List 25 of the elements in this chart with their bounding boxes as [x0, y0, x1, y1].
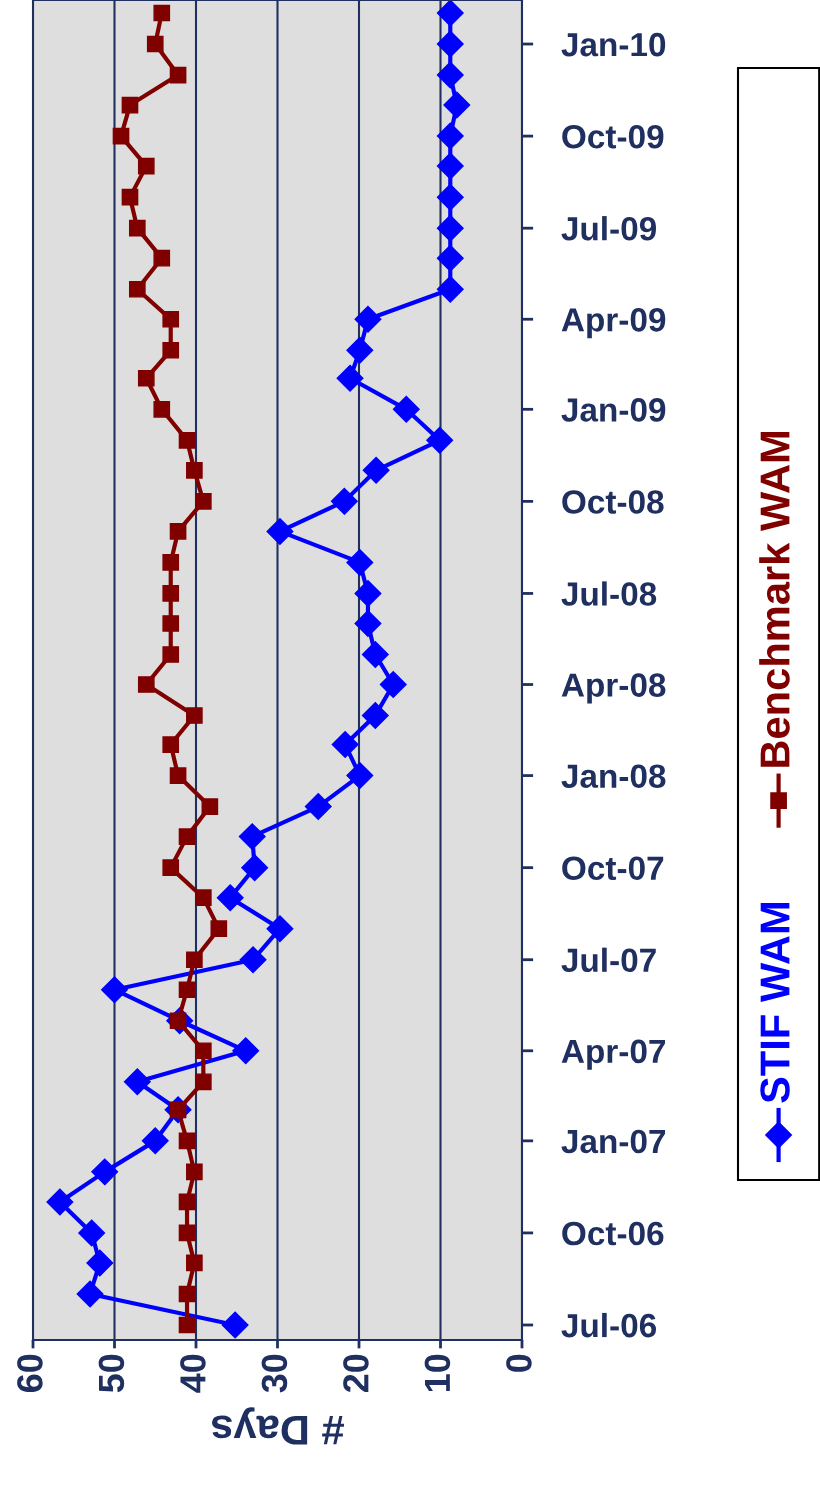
- y-tick-label: Jul-08: [561, 581, 657, 606]
- x-tick-label: 10: [424, 1354, 451, 1392]
- y-tick-label: Jul-07: [561, 947, 656, 973]
- y-tick-label: Apr-08: [561, 673, 666, 704]
- x-tick-label: 20: [343, 1354, 369, 1393]
- y-tick-label: Jul-09: [561, 216, 656, 241]
- y-tick-label: Jul-06: [561, 1312, 657, 1338]
- y-tick-label: Jan-09: [561, 398, 666, 422]
- x-tick-label: 0: [506, 1354, 532, 1372]
- y-tick-label: Oct-09: [562, 124, 664, 149]
- x-axis-title: # Days: [212, 1407, 344, 1445]
- y-tick-label: Oct-06: [562, 1221, 664, 1246]
- y-tick-label: Oct-07: [562, 856, 664, 881]
- y-tick-label: Jan-10: [561, 32, 666, 57]
- y-tick-label: Apr-09: [561, 308, 666, 339]
- y-tick-label: Jan-07: [561, 1129, 666, 1154]
- text: STIF WAM: [760, 903, 790, 1103]
- y-tick-label: Apr-07: [561, 1039, 666, 1070]
- x-tick-label: 50: [98, 1354, 125, 1393]
- y-tick-label: Oct-08: [562, 490, 664, 514]
- y-tick-label: Jan-08: [561, 764, 666, 788]
- text: Benchmark WAM: [759, 432, 790, 767]
- x-tick-label: 40: [180, 1354, 206, 1393]
- x-tick-label: 60: [17, 1354, 43, 1393]
- x-tick-label: 30: [261, 1354, 288, 1393]
